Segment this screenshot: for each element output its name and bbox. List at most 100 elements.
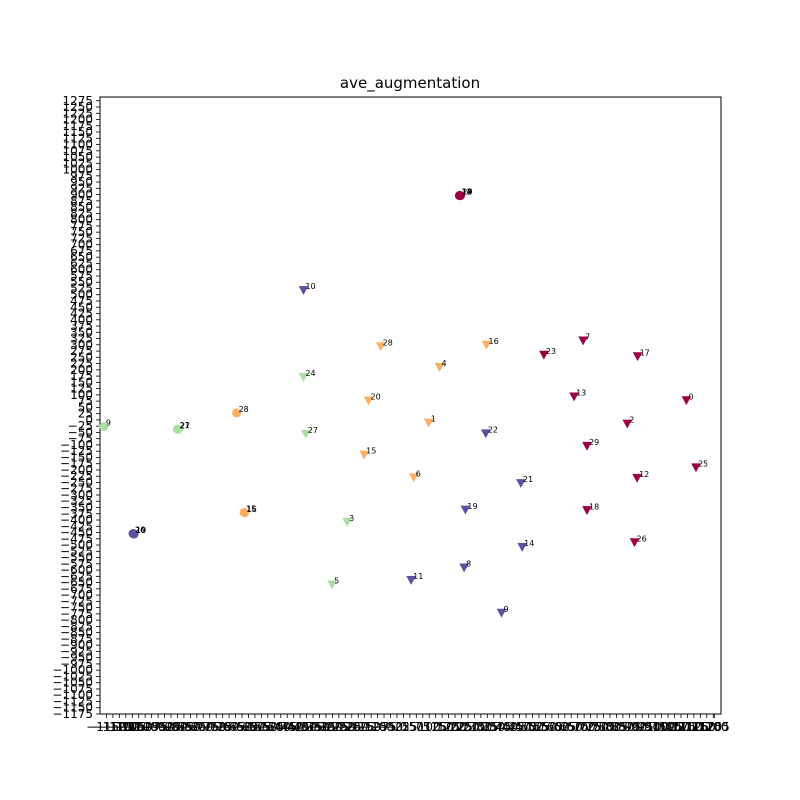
triangle-point: [622, 419, 633, 429]
x-tick-label: −75: [371, 720, 396, 734]
point-label: 21: [179, 421, 189, 430]
triangle-point: [375, 342, 386, 352]
point-label: 9: [504, 605, 509, 614]
y-tick-label: 175: [70, 369, 93, 383]
x-tick-label: −300: [309, 720, 342, 734]
x-tick-label: −225: [329, 720, 362, 734]
x-tick-label: −800: [180, 720, 213, 734]
point-label: 7: [585, 333, 590, 342]
y-tick-label: 850: [70, 200, 93, 214]
x-tick-label: 1000: [646, 720, 677, 734]
y-tick-label: 1225: [62, 106, 93, 120]
circle-point: [173, 424, 183, 434]
triangle-point: [481, 340, 492, 350]
point-label: 22: [488, 425, 498, 434]
triangle-point: [496, 608, 507, 618]
x-tick-label: −475: [264, 720, 297, 734]
y-tick-label: 400: [70, 313, 93, 327]
x-tick-label: −150: [348, 720, 381, 734]
point-label: 8: [466, 560, 471, 569]
x-tick-label: 1025: [653, 720, 684, 734]
y-tick-label: −575: [60, 557, 93, 571]
y-tick-label: 1275: [62, 94, 93, 108]
triangle-point: [539, 350, 549, 360]
point-label: 26: [135, 526, 145, 535]
y-tick-label: 300: [70, 338, 93, 352]
chart-title: ave_augmentation: [340, 74, 480, 93]
y-tick-label: −175: [60, 457, 93, 471]
y-tick-label: −350: [60, 500, 93, 514]
x-tick-label: −450: [271, 720, 304, 734]
x-tick-label: −1000: [125, 720, 166, 734]
point-label: 29: [462, 188, 472, 197]
y-tick-label: −425: [60, 519, 93, 533]
x-tick-label: −100: [361, 720, 394, 734]
y-tick-label: −1150: [52, 701, 93, 715]
y-tick-label: 100: [70, 388, 93, 402]
x-tick-label: 975: [644, 720, 667, 734]
x-tick-label: 25: [402, 720, 417, 734]
y-tick-label: −75: [68, 432, 93, 446]
triangle-point: [578, 336, 588, 346]
y-tick-label: 975: [70, 169, 93, 183]
x-tick-label: −125: [355, 720, 388, 734]
triangle-point: [582, 441, 592, 451]
y-tick-label: −475: [60, 532, 93, 546]
y-tick-label: −975: [60, 657, 93, 671]
point-label: 6: [416, 469, 421, 478]
circle-point: [240, 508, 250, 518]
x-tick-label: 125: [424, 720, 447, 734]
y-tick-label: 825: [70, 206, 93, 220]
circle-point: [128, 529, 138, 539]
y-tick-label: −450: [60, 526, 93, 540]
triangle-point: [359, 450, 369, 460]
x-tick-label: 675: [566, 720, 589, 734]
point-label: 23: [546, 347, 556, 356]
y-tick-label: −525: [60, 544, 93, 558]
point-label: 15: [366, 447, 376, 456]
x-tick-label: −350: [297, 720, 330, 734]
x-tick-label: 800: [599, 720, 622, 734]
x-tick-label: −625: [226, 720, 259, 734]
x-tick-label: 1125: [679, 720, 710, 734]
x-tick-label: 725: [579, 720, 602, 734]
x-tick-label: −250: [322, 720, 355, 734]
point-label: 20: [371, 393, 381, 402]
x-tick-label: −1125: [93, 720, 134, 734]
x-tick-label: 525: [528, 720, 551, 734]
y-tick-label: −1000: [52, 663, 93, 677]
y-tick-label: 125: [70, 382, 93, 396]
y-tick-label: −1025: [52, 669, 93, 683]
triangle-point: [629, 538, 640, 548]
y-tick-label: 1075: [62, 144, 93, 158]
point-label: 18: [589, 502, 599, 511]
triangle-point: [459, 563, 469, 573]
y-tick-label: 50: [78, 400, 93, 414]
y-tick-label: 725: [70, 231, 93, 245]
point-label: 13: [576, 389, 586, 398]
y-tick-label: −200: [60, 463, 93, 477]
x-tick-label: −1025: [118, 720, 159, 734]
y-tick-label: −1175: [52, 707, 93, 721]
y-tick-label: −1075: [52, 682, 93, 696]
x-tick-label: −425: [277, 720, 310, 734]
circle-point: [232, 408, 242, 418]
y-tick-label: 475: [70, 294, 93, 308]
x-tick-label: 1175: [692, 720, 723, 734]
y-tick-label: −225: [60, 469, 93, 483]
x-tick-label: 500: [521, 720, 544, 734]
y-tick-label: −125: [60, 444, 93, 458]
y-tick-label: 800: [70, 213, 93, 227]
x-tick-label: 825: [605, 720, 628, 734]
y-tick-label: −900: [60, 638, 93, 652]
x-tick-label: −275: [316, 720, 349, 734]
x-tick-label: −725: [200, 720, 233, 734]
point-label: 18: [462, 188, 472, 197]
y-tick-label: −50: [68, 425, 93, 439]
x-tick-label: −50: [378, 720, 403, 734]
y-tick-label: 900: [70, 188, 93, 202]
point-label: 1: [431, 415, 436, 424]
y-tick-label: 275: [70, 344, 93, 358]
x-tick-label: 1100: [672, 720, 703, 734]
x-tick-label: 750: [586, 720, 609, 734]
